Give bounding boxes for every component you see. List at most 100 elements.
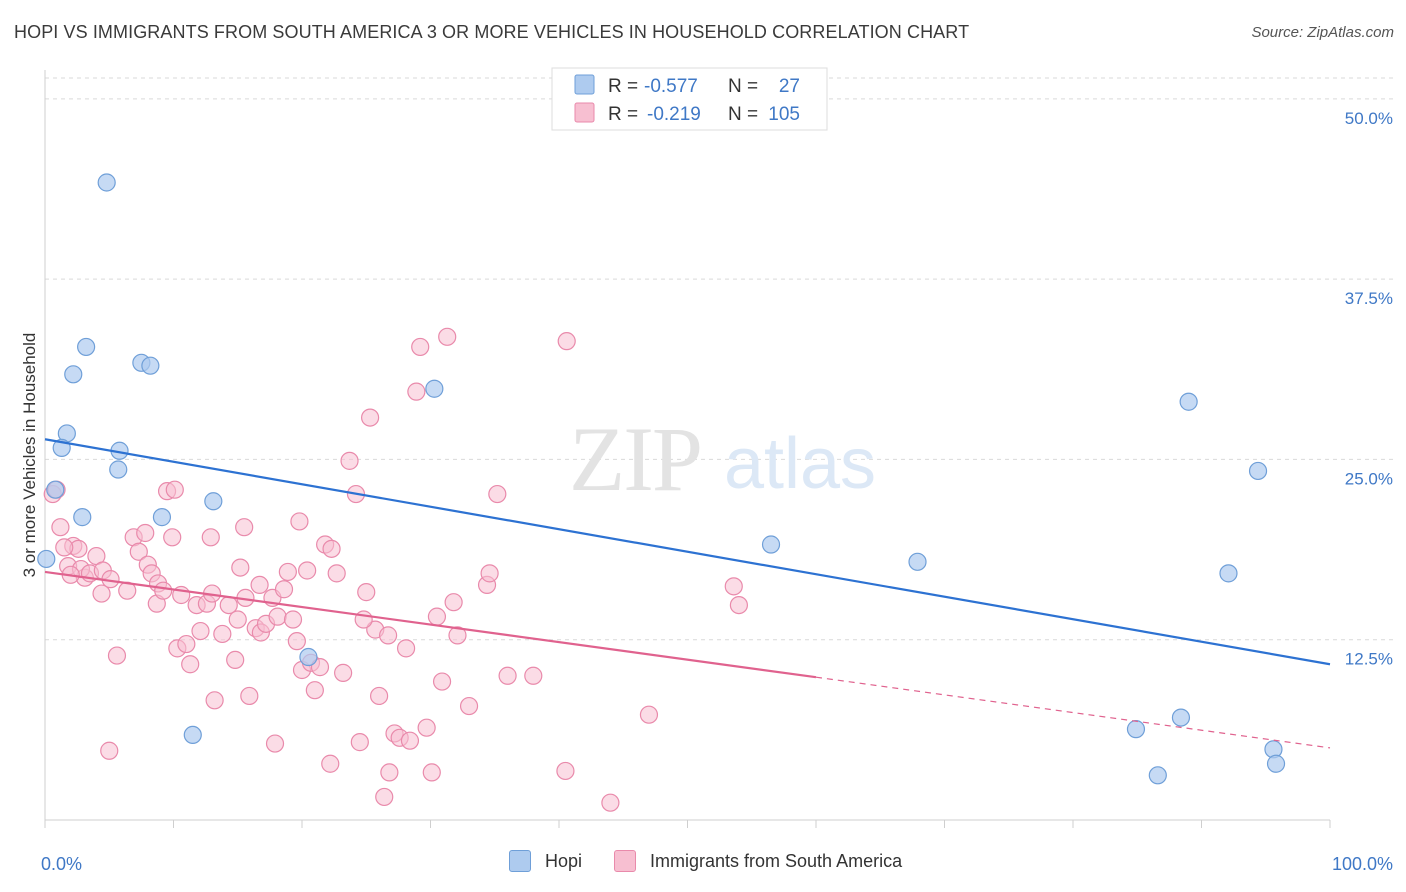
legend-swatch-hopi <box>574 74 595 95</box>
immigrants-point <box>438 327 457 346</box>
immigrants-point <box>163 528 182 547</box>
hopi-point <box>1148 766 1167 785</box>
trend-lines <box>44 438 1331 749</box>
immigrants-point <box>488 484 507 504</box>
immigrants-point <box>165 480 184 499</box>
immigrants-point <box>226 650 245 670</box>
hopi-point <box>183 725 202 745</box>
source-label: Source: ZipAtlas.com <box>1251 24 1394 41</box>
immigrants-point <box>201 528 220 547</box>
immigrants-point <box>459 696 479 716</box>
immigrants-point <box>361 408 380 427</box>
hopi-point <box>1266 754 1286 773</box>
legend-r-label-imm: R = <box>608 104 638 125</box>
hopi-point <box>152 508 172 527</box>
hopi-point <box>64 365 83 384</box>
immigrants-point <box>298 561 317 580</box>
y-tick-label: 12.5% <box>1345 650 1393 669</box>
immigrants-point <box>177 634 196 654</box>
immigrants-point <box>278 562 297 582</box>
bottom-legend-imm: Immigrants from South America <box>614 850 902 872</box>
x-tick-label: 0.0% <box>41 854 82 874</box>
legend-frame <box>551 67 828 131</box>
hopi-point <box>1171 708 1191 727</box>
immigrants-point <box>205 691 224 710</box>
bottom-legend-swatch-hopi <box>509 850 531 872</box>
immigrants-point <box>213 624 232 644</box>
hopi-point <box>1248 461 1268 481</box>
immigrants-point <box>334 663 353 682</box>
immigrants-point <box>305 681 324 700</box>
bottom-legend-swatch-imm <box>614 850 636 872</box>
immigrants-point <box>639 705 659 724</box>
watermark-zip: ZIP <box>569 408 701 510</box>
legend-n-value-imm: 105 <box>768 104 800 125</box>
hopi-point <box>141 356 160 375</box>
y-tick-label: 25.0% <box>1345 469 1393 488</box>
hopi-trend-line <box>44 438 1331 666</box>
axes <box>44 70 1331 828</box>
immigrants-point <box>378 626 398 645</box>
immigrants-point <box>480 564 499 583</box>
immigrants-point <box>422 763 441 782</box>
immigrants-point <box>556 761 575 781</box>
immigrants-point <box>181 655 200 674</box>
immigrants-point <box>417 718 436 737</box>
immigrants-point <box>340 451 359 470</box>
tick-labels: 12.5% 25.0% 37.5% 50.0% 0.0% 100.0% <box>41 109 1393 874</box>
legend-n-label-imm: N = <box>728 104 758 125</box>
y-tick-label: 37.5% <box>1345 289 1393 308</box>
immigrants-point <box>524 666 543 685</box>
hopi-point <box>425 379 444 398</box>
immigrants-point <box>231 558 250 577</box>
immigrants-point <box>265 734 285 753</box>
hopi-point <box>37 549 56 569</box>
immigrants-point <box>310 658 330 677</box>
immigrants-point <box>370 686 389 706</box>
hopi-point <box>1219 564 1238 583</box>
immigrants-point <box>601 793 620 812</box>
hopi-point <box>204 492 223 511</box>
immigrants-point <box>92 584 111 603</box>
legend-r-label-hopi: R = <box>608 76 638 97</box>
legend-n-value-hopi: 27 <box>779 76 800 97</box>
immigrants-trend-line <box>44 570 817 679</box>
immigrants-point <box>107 646 127 665</box>
immigrants-point <box>129 542 148 561</box>
immigrants-point <box>411 337 430 357</box>
hopi-point <box>109 460 128 479</box>
legend-swatch-imm <box>574 102 595 123</box>
immigrants-point <box>432 672 452 691</box>
immigrants-point <box>274 580 294 599</box>
immigrants-point <box>557 332 576 351</box>
y-tick-label: 50.0% <box>1345 109 1393 128</box>
hopi-point <box>97 173 116 192</box>
legend-r-value-imm: -0.219 <box>647 104 701 125</box>
legend-r-value-hopi: -0.577 <box>644 76 698 97</box>
immigrants-point <box>154 581 173 600</box>
immigrants-points <box>43 327 749 812</box>
hopi-point <box>1126 720 1146 739</box>
immigrants-trend-extension <box>815 676 1331 749</box>
immigrants-point <box>448 626 467 645</box>
hopi-point <box>46 480 65 499</box>
immigrants-point <box>375 787 394 807</box>
immigrants-point <box>400 731 420 750</box>
grid-lines <box>45 77 1393 641</box>
immigrants-point <box>283 610 303 629</box>
immigrants-point <box>357 583 376 602</box>
immigrants-point <box>444 593 463 612</box>
bottom-legend-hopi: Hopi <box>509 850 582 872</box>
immigrants-point <box>396 639 416 658</box>
immigrants-point <box>427 607 447 626</box>
immigrants-point <box>191 621 210 641</box>
bottom-legend-label-hopi: Hopi <box>545 850 583 871</box>
watermark: ZIP atlas <box>569 408 876 510</box>
immigrants-point <box>240 686 259 706</box>
chart-title: HOPI VS IMMIGRANTS FROM SOUTH AMERICA 3 … <box>14 22 970 42</box>
immigrants-point <box>322 539 341 558</box>
x-tick-label: 100.0% <box>1332 854 1393 874</box>
immigrants-point <box>350 733 369 752</box>
immigrants-point <box>321 754 340 773</box>
